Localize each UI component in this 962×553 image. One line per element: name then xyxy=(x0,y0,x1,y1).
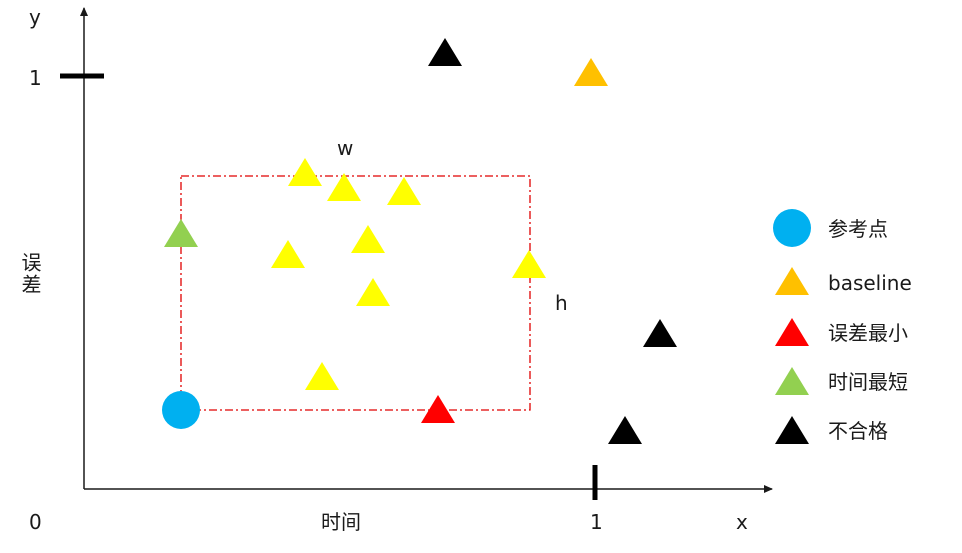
x-axis-name: x xyxy=(736,510,748,534)
legend-circle-icon xyxy=(773,209,811,247)
candidate-point xyxy=(271,240,305,268)
legend-triangle-icon xyxy=(775,318,809,346)
legend: 参考点 baseline 误差最小 时间最短 不合格 xyxy=(773,209,912,444)
unqualified-point xyxy=(643,319,677,347)
x-tick-label: 1 xyxy=(590,510,603,534)
baseline-point xyxy=(574,58,608,86)
y-axis-name: y xyxy=(29,5,41,29)
legend-item-min-error: 误差最小 xyxy=(775,318,908,346)
legend-triangle-icon xyxy=(775,367,809,395)
legend-triangle-icon xyxy=(775,416,809,444)
legend-item-unqualified: 不合格 xyxy=(775,416,888,444)
candidate-point xyxy=(327,173,361,201)
min-error-point xyxy=(421,395,455,423)
y-tick-label: 1 xyxy=(29,66,42,90)
y-axis-title: 误差 xyxy=(18,252,42,296)
legend-label: baseline xyxy=(828,271,912,295)
origin-label: 0 xyxy=(29,510,42,534)
legend-triangle-icon xyxy=(775,267,809,295)
candidate-point xyxy=(356,278,390,306)
min-time-point xyxy=(164,219,198,247)
unqualified-point xyxy=(428,38,462,66)
candidate-point xyxy=(288,158,322,186)
legend-label: 参考点 xyxy=(828,217,888,241)
candidate-point xyxy=(512,250,546,278)
candidate-point xyxy=(305,362,339,390)
legend-item-baseline: baseline xyxy=(775,267,912,295)
candidate-point xyxy=(351,225,385,253)
legend-item-reference: 参考点 xyxy=(773,209,888,247)
box-height-label: h xyxy=(555,291,568,315)
region-box xyxy=(180,175,531,411)
reference-point xyxy=(162,391,200,429)
box-width-label: w xyxy=(337,136,353,160)
legend-label: 误差最小 xyxy=(828,321,908,345)
legend-label: 时间最短 xyxy=(828,370,908,394)
unqualified-point xyxy=(608,416,642,444)
x-axis-title: 时间 xyxy=(321,510,361,534)
legend-label: 不合格 xyxy=(828,419,888,443)
legend-item-min-time: 时间最短 xyxy=(775,367,908,395)
candidate-point xyxy=(387,177,421,205)
